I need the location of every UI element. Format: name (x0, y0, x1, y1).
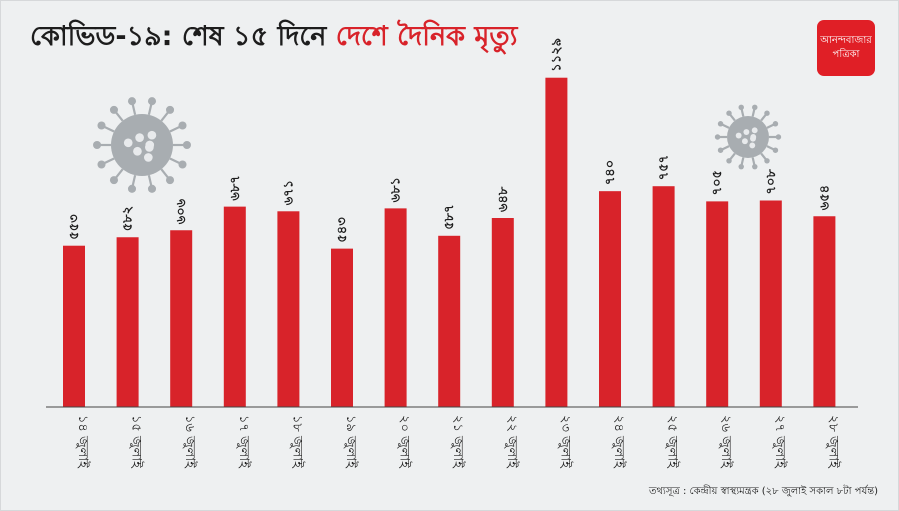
bar (63, 245, 85, 407)
bar (599, 191, 621, 407)
category-label: ১৪ জুলাই (75, 415, 91, 469)
title-highlight: দেশে দৈনিক মৃত্যু (335, 21, 518, 52)
bar (331, 248, 353, 407)
category-label: ১৬ জুলাই (182, 415, 198, 469)
value-label: ৬০৬ (174, 198, 189, 224)
value-label: ৭০৮ (764, 169, 779, 195)
value-label: ৫৮২ (121, 206, 136, 231)
bar (170, 230, 193, 407)
value-label: ৬৮৭ (228, 175, 243, 200)
value-label: ৭৪০ (603, 160, 618, 185)
value-label: ৫৪৩ (335, 217, 350, 243)
source-note: তথ্যসূত্র : কেন্দ্রীয় স্বাস্থ্যমন্ত্রক … (648, 486, 878, 497)
value-label: ৭৫৭ (657, 155, 672, 180)
value-label: ৬৭১ (281, 180, 296, 205)
publisher-logo: আনন্দবাজার পত্রিকা (817, 20, 875, 76)
category-label: ১৭ জুলাই (236, 415, 252, 469)
value-label: ৬৪৮ (496, 186, 511, 212)
virus-icon (714, 104, 782, 170)
bar (759, 200, 782, 407)
category-label: ২৮ জুলাই (825, 415, 841, 469)
category-label: ১৮ জুলাই (289, 415, 305, 469)
logo-line-2: পত্রিকা (832, 49, 860, 60)
value-label: ৭০৫ (710, 170, 725, 195)
category-label: ২৭ জুলাই (772, 415, 788, 469)
value-label: ৫৫৩ (67, 214, 82, 240)
category-label: ২২ জুলাই (504, 415, 520, 469)
bar (706, 201, 729, 407)
category-label: ২৫ জুলাই (665, 415, 681, 469)
value-label: ৬৮১ (389, 177, 404, 202)
title-lead: কোভিড-১৯: শেষ ১৫ দিনে (30, 21, 336, 52)
chart-title: কোভিড-১৯: শেষ ১৫ দিনে দেশে দৈনিক মৃত্যু (30, 16, 517, 61)
category-label: ২০ জুলাই (397, 415, 413, 469)
value-label: ৫৮৭ (442, 204, 457, 229)
logo-line-1: আনন্দবাজার (820, 35, 872, 46)
bar (116, 237, 139, 407)
bar (545, 77, 568, 407)
category-label: ২১ জুলাই (450, 415, 466, 469)
bar (223, 206, 246, 407)
bar (384, 208, 407, 407)
category-label: ২৬ জুলাই (718, 415, 734, 469)
virus-icon (93, 97, 191, 193)
value-label: ৬৫৪ (817, 185, 832, 210)
bar (277, 211, 300, 407)
category-label: ২৪ জুলাই (611, 415, 627, 469)
bar (813, 216, 836, 407)
bar (491, 218, 514, 407)
bar (652, 186, 675, 407)
category-label: ১৫ জুলাই (129, 415, 145, 469)
value-label: ১১২৯ (549, 38, 564, 72)
category-label: ২৩ জুলাই (557, 415, 573, 469)
category-label: ১৯ জুলাই (343, 415, 359, 469)
bar (438, 235, 461, 407)
